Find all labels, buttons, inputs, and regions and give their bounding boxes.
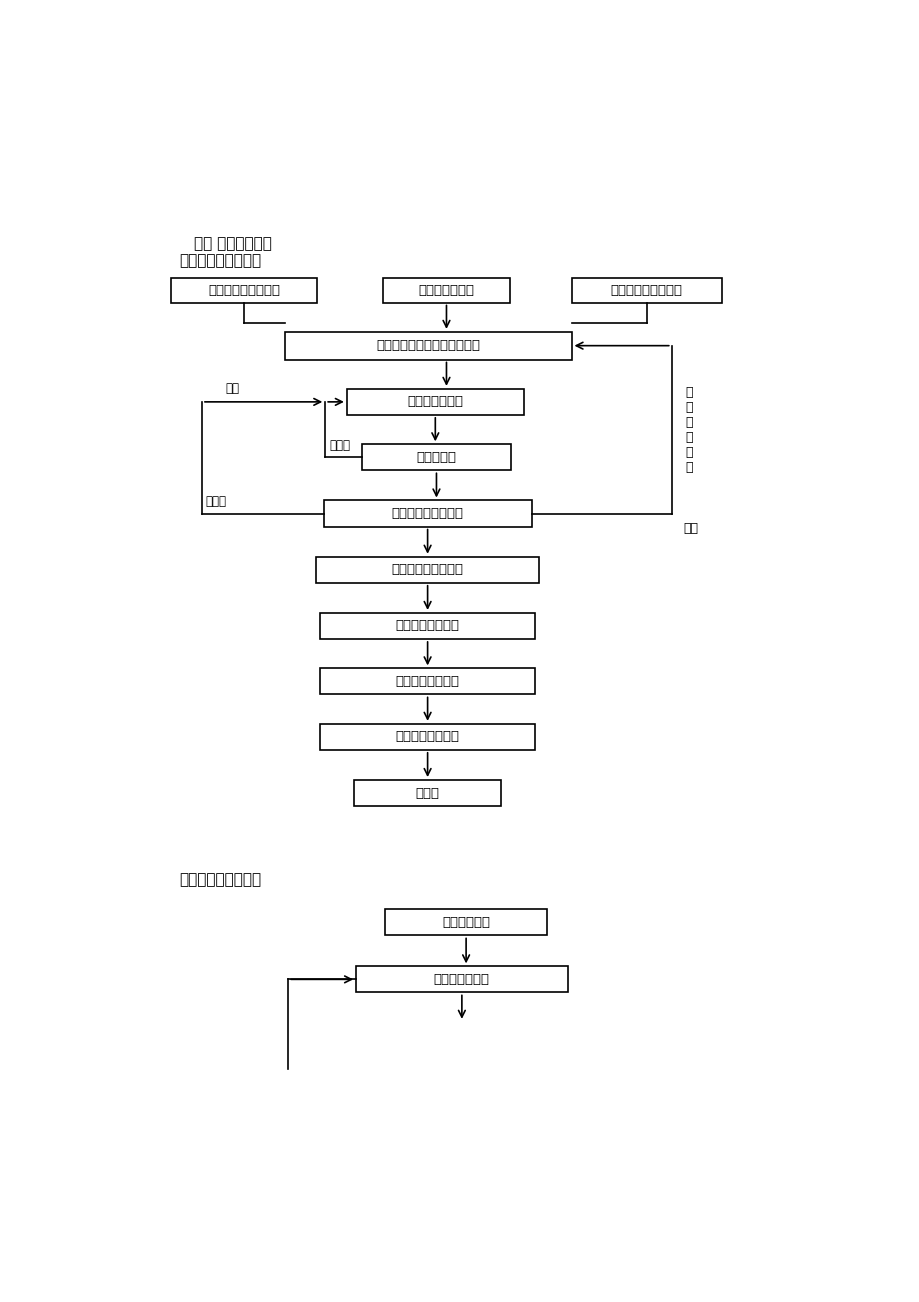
Text: 〔一〕质量控制程序: 〔一〕质量控制程序	[178, 253, 261, 268]
Text: 〔二〕计量支付程序: 〔二〕计量支付程序	[178, 872, 261, 888]
Bar	[285, 332, 571, 359]
Text: 返工: 返工	[225, 381, 239, 395]
Text: 合格: 合格	[683, 522, 698, 535]
Bar	[320, 668, 535, 694]
Text: 填写中间计量单: 填写中间计量单	[434, 973, 489, 986]
Bar	[382, 277, 509, 302]
Text: 承包人自检: 承包人自检	[416, 450, 456, 464]
Text: 分项或分部工程完工: 分项或分部工程完工	[391, 564, 463, 577]
Text: 隐蔽工程检查记录: 隐蔽工程检查记录	[395, 674, 460, 687]
Text: 永久工程材料报验单: 永久工程材料报验单	[208, 284, 280, 297]
Bar	[385, 909, 547, 935]
Text: 签认中间交工证书: 签认中间交工证书	[395, 730, 460, 743]
Text: 填报中间交工证书: 填报中间交工证书	[395, 620, 460, 633]
Bar	[356, 966, 567, 992]
Text: 中间交工证书: 中间交工证书	[442, 915, 490, 928]
Text: 计　量: 计 量	[415, 786, 439, 799]
Bar	[315, 557, 539, 583]
Text: 二、 监理工作流程: 二、 监理工作流程	[194, 236, 272, 251]
Bar	[320, 613, 535, 639]
Text: 不合格: 不合格	[206, 496, 227, 509]
Text: 进
行
下
步
工
作: 进 行 下 步 工 作	[684, 385, 692, 474]
Bar	[571, 277, 721, 302]
Bar	[362, 444, 510, 470]
Text: 工序或分项完工: 工序或分项完工	[407, 396, 463, 409]
Bar	[323, 500, 531, 526]
Bar	[320, 724, 535, 750]
Text: 施工放样报验单: 施工放样报验单	[418, 284, 474, 297]
Bar	[354, 780, 500, 806]
Text: 填报检验申请批复单: 填报检验申请批复单	[391, 506, 463, 519]
Text: 审查分项分部工程开工申请单: 审查分项分部工程开工申请单	[376, 339, 480, 352]
Bar	[171, 277, 317, 302]
Text: 不合格: 不合格	[329, 439, 349, 452]
Bar	[346, 389, 523, 415]
Text: 进场施工机械报验单: 进场施工机械报验单	[610, 284, 682, 297]
